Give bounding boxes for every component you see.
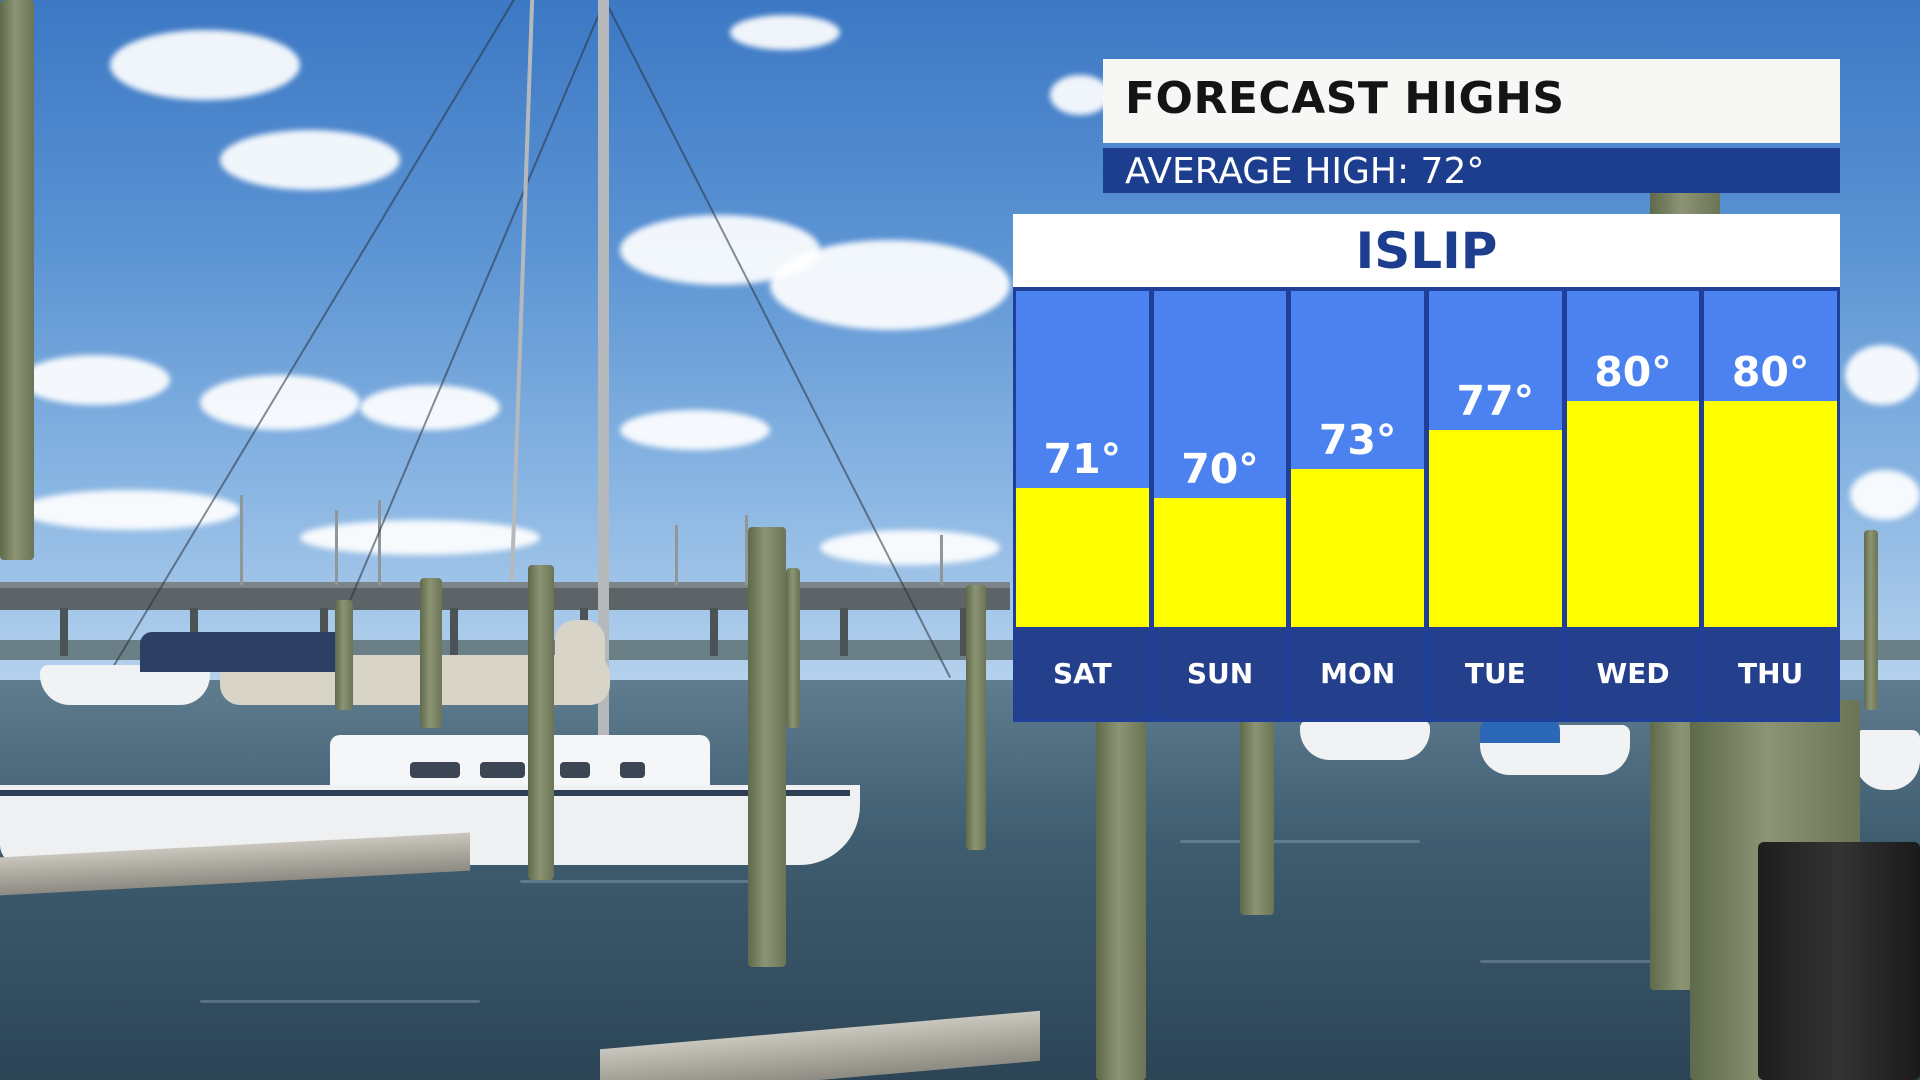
street-lamp [335, 510, 338, 585]
dock-piling [420, 578, 442, 728]
temperature-value-label: 77° [1456, 377, 1535, 426]
forecast-column-tue: 77° TUE [1429, 291, 1562, 718]
cloud [820, 530, 1000, 565]
dock-piling [335, 600, 353, 710]
cloud [200, 375, 360, 430]
temperature-value-label: 80° [1731, 348, 1810, 396]
day-band: THU [1704, 629, 1837, 718]
temperature-value-label: 71° [1043, 435, 1122, 484]
street-lamp [675, 525, 678, 585]
day-label: TUE [1464, 657, 1526, 690]
average-high-label: AVERAGE HIGH: 72° [1125, 151, 1485, 192]
boat-canopy [1480, 718, 1560, 743]
street-lamp [240, 495, 243, 585]
day-label: THU [1738, 657, 1804, 690]
day-band: TUE [1429, 629, 1562, 718]
location-header: ISLIP [1013, 214, 1840, 287]
forecast-column-mon: 73° MON [1291, 291, 1424, 718]
chart-title: FORECAST HIGHS [1125, 73, 1565, 124]
bridge-pier [710, 608, 718, 656]
sail-cover [555, 620, 605, 700]
temperature-value-label: 80° [1594, 348, 1672, 396]
boat-window [480, 762, 525, 778]
temperature-value-label: 73° [1318, 415, 1397, 464]
bar-chart: 71° SAT 70° SUN 73° MON 77° TUE 80° WED 80° THU [1013, 287, 1840, 722]
bridge-rail [0, 582, 1010, 589]
cloud [20, 490, 240, 530]
street-lamp [745, 515, 748, 585]
bridge-pier [450, 608, 458, 656]
dock-post-cap [1758, 842, 1920, 1080]
day-band: SAT [1016, 629, 1149, 718]
boat-window [620, 762, 645, 778]
temperature-bar [1153, 498, 1287, 627]
day-band: WED [1566, 629, 1700, 718]
ripple [1180, 840, 1420, 843]
street-lamp [940, 535, 943, 585]
boat-canopy [140, 632, 350, 672]
ripple [520, 880, 780, 883]
boat-window [560, 762, 590, 778]
cloud [770, 240, 1010, 330]
temperature-bar [1566, 401, 1700, 627]
forecast-column-sat: 71° SAT [1016, 291, 1149, 718]
cloud [300, 520, 540, 555]
ripple [1480, 960, 1680, 963]
cloud [620, 410, 770, 450]
day-band: MON [1291, 629, 1424, 718]
bridge-pier [960, 608, 968, 656]
temperature-value-label: 70° [1181, 445, 1259, 493]
day-label: SUN [1186, 657, 1254, 690]
location-name: ISLIP [1355, 222, 1498, 280]
dock-piling [748, 527, 786, 967]
title-banner: FORECAST HIGHS [1103, 59, 1840, 143]
subtitle-banner: AVERAGE HIGH: 72° [1103, 148, 1840, 193]
cloud [1850, 470, 1920, 520]
day-label: MON [1320, 657, 1396, 690]
dock-piling [786, 568, 800, 728]
cloud [1845, 345, 1920, 405]
forecast-column-wed: 80° WED [1566, 291, 1700, 718]
bridge-pier [840, 608, 848, 656]
cloud [730, 15, 840, 50]
cloud [20, 355, 170, 405]
temperature-bar [1704, 401, 1837, 627]
cloud [110, 30, 300, 100]
dock-piling [0, 0, 34, 560]
temperature-bar [1016, 488, 1149, 627]
ripple [200, 1000, 480, 1003]
day-label: WED [1596, 657, 1670, 690]
boat-window [410, 762, 460, 778]
dock-piling [528, 565, 554, 880]
forecast-column-thu: 80° THU [1704, 291, 1837, 718]
street-lamp [378, 500, 381, 585]
dock-piling [1864, 530, 1878, 710]
temperature-bar [1429, 430, 1562, 627]
forecast-column-sun: 70° SUN [1153, 291, 1287, 718]
day-band: SUN [1153, 629, 1287, 718]
temperature-bar [1291, 468, 1424, 627]
cloud [1050, 75, 1110, 115]
moored-boat [1855, 730, 1920, 790]
sailboat-mast [598, 0, 609, 735]
moored-boat [1300, 720, 1430, 760]
dock-piling [966, 585, 986, 850]
forecast-chart-panel: ISLIP 71° SAT 70° SUN 73° MON 77° TUE 80° WED 80° T… [1013, 214, 1840, 722]
day-label: SAT [1052, 657, 1112, 690]
bridge-pier [60, 608, 68, 656]
hull-stripe [0, 790, 850, 796]
cloud [220, 130, 400, 190]
